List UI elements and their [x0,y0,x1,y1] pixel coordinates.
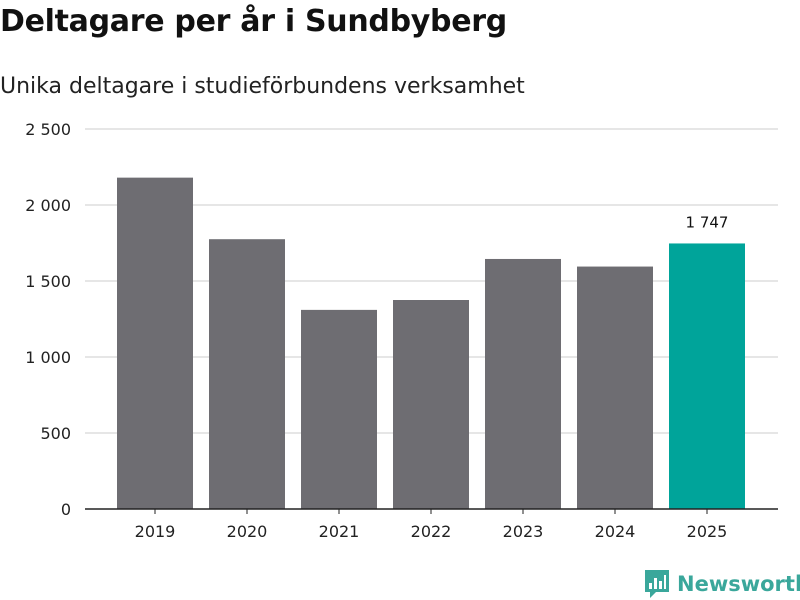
brand-name: Newsworthy [677,572,800,596]
x-tick-label: 2022 [411,522,452,541]
bar [301,309,377,509]
y-tick-label: 2 500 [25,120,71,139]
bar [577,266,653,509]
x-tick-label: 2024 [595,522,636,541]
bar [393,300,469,509]
bar [117,177,193,509]
data-label: 1 747 [686,213,729,231]
y-tick-label: 500 [40,424,71,443]
bar [485,258,561,509]
bar [209,239,285,509]
x-tick-label: 2025 [687,522,728,541]
brand-logo: Newsworthy [644,568,800,600]
y-tick-label: 2 000 [25,196,71,215]
x-tick-label: 2019 [135,522,176,541]
y-tick-label: 1 000 [25,348,71,367]
y-tick-label: 0 [61,500,71,519]
chart-title: Deltagare per år i Sundbyberg [0,4,507,39]
x-tick-label: 2021 [319,522,360,541]
y-tick-label: 1 500 [25,272,71,291]
bar [669,243,745,509]
x-tick-label: 2023 [503,522,544,541]
newsworthy-logo-icon [645,570,669,598]
chart-subtitle: Unika deltagare i studieförbundens verks… [0,74,525,99]
x-tick-label: 2020 [227,522,268,541]
